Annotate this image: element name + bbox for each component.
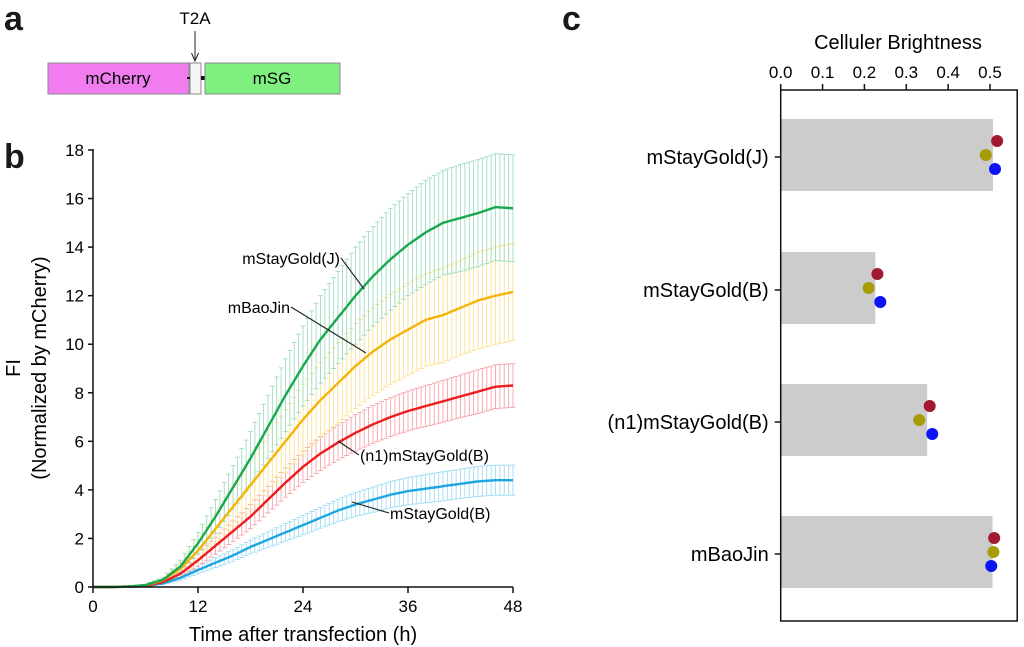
y-tick-label: 18 bbox=[65, 141, 84, 160]
series-labels: mStayGold(J) mBaoJin (n1)mStayGold(B) mStay… bbox=[228, 251, 491, 523]
bars bbox=[780, 119, 993, 588]
replicate-dot bbox=[988, 532, 1001, 544]
series-line-n1mstaygoldb bbox=[93, 384, 514, 589]
series-label-mstaygoldj: mStayGold(J) bbox=[242, 251, 340, 268]
replicate-dot bbox=[913, 414, 926, 426]
series-label-mbaojin: mBaoJin bbox=[228, 300, 290, 317]
series-line-mstaygoldb bbox=[93, 479, 513, 589]
x-tick-label: 12 bbox=[189, 597, 208, 616]
brightness-title: Celluler Brightness bbox=[814, 32, 982, 54]
replicate-dot bbox=[926, 428, 939, 440]
leader-line-mbaojin bbox=[290, 306, 367, 354]
x-tick-label: 0.1 bbox=[811, 63, 835, 82]
segment-msg bbox=[204, 62, 341, 95]
y-axis-label: FI bbox=[3, 359, 25, 377]
replicate-dot bbox=[979, 149, 992, 161]
bar-mbaojin bbox=[780, 516, 993, 588]
x-tick-label: 0.3 bbox=[894, 63, 918, 82]
y-axis-label-secondary: (Normalized by mCherry) bbox=[29, 256, 51, 479]
linker-mark bbox=[201, 76, 205, 80]
t2a-annotation: T2A bbox=[179, 9, 211, 28]
construct-diagram: mCherry mSG T2A bbox=[47, 9, 341, 95]
series-line-mstaygoldj bbox=[93, 205, 514, 589]
leader-line-mstaygoldj bbox=[340, 257, 365, 290]
x-tick-label: 0.4 bbox=[936, 63, 960, 82]
panel-label-b: b bbox=[4, 138, 25, 176]
panel-label-c: c bbox=[562, 0, 581, 38]
segment-t2a bbox=[189, 62, 202, 95]
bar-n1mstaygoldb bbox=[780, 384, 928, 456]
replicate-dot bbox=[985, 560, 998, 572]
replicate-dot bbox=[987, 546, 1000, 558]
replicate-dot bbox=[874, 296, 887, 308]
y-tick-label: 10 bbox=[65, 335, 84, 354]
x-tick-label: 48 bbox=[504, 597, 523, 616]
x-tick-label: 0.5 bbox=[978, 63, 1002, 82]
segment-mcherry bbox=[47, 62, 190, 95]
replicate-dot bbox=[989, 163, 1002, 175]
replicate-dot bbox=[871, 268, 884, 280]
series-label-mstaygoldb: mStayGold(B) bbox=[390, 506, 490, 523]
category-label: (n1)mStayGold(B) bbox=[608, 412, 769, 434]
linker-mark-left bbox=[187, 77, 190, 79]
y-tick-label: 6 bbox=[75, 432, 84, 451]
segment-msg-label: mSG bbox=[253, 69, 292, 88]
x-tick-label: 0.0 bbox=[769, 63, 793, 82]
y-tick-label: 2 bbox=[75, 529, 84, 548]
category-label: mBaoJin bbox=[691, 544, 769, 566]
axes: 0.0 0.1 0.2 0.3 0.4 0.5 mStayGold(J) mStayGold(… bbox=[608, 63, 1018, 622]
series-label-n1mstaygoldb: (n1)mStayGold(B) bbox=[360, 448, 489, 465]
replicate-dots bbox=[862, 135, 1004, 572]
y-tick-label: 4 bbox=[75, 481, 84, 500]
series-lines bbox=[93, 205, 514, 589]
x-tick-label: 36 bbox=[399, 597, 418, 616]
x-axis-label: Time after transfection (h) bbox=[189, 624, 417, 646]
replicate-dot bbox=[991, 135, 1004, 147]
y-tick-label: 12 bbox=[65, 287, 84, 306]
y-tick-label: 8 bbox=[75, 384, 84, 403]
x-tick-label: 0.2 bbox=[853, 63, 877, 82]
category-label: mStayGold(B) bbox=[643, 280, 769, 302]
replicate-dot bbox=[862, 282, 875, 294]
leader-line-n1mstaygoldb bbox=[337, 440, 360, 456]
leader-line-mstaygoldb bbox=[351, 501, 390, 514]
brightness-chart: Celluler Brightness 0.0 0.1 0.2 0.3 0.4 0.5 mS… bbox=[608, 32, 1018, 622]
replicate-dot bbox=[923, 400, 936, 412]
x-tick-label: 24 bbox=[294, 597, 313, 616]
category-label: mStayGold(J) bbox=[646, 147, 768, 169]
panel-label-a: a bbox=[4, 0, 23, 38]
bar-mstaygoldb bbox=[780, 252, 876, 324]
t2a-arrow-icon bbox=[191, 52, 199, 63]
y-tick-label: 14 bbox=[65, 238, 84, 257]
y-tick-label: 0 bbox=[75, 578, 84, 597]
bar-mstaygoldj bbox=[780, 119, 993, 191]
y-tick-label: 16 bbox=[65, 190, 84, 209]
x-tick-label: 0 bbox=[88, 597, 97, 616]
segment-mcherry-label: mCherry bbox=[85, 69, 151, 88]
plot-frame bbox=[779, 89, 1018, 622]
